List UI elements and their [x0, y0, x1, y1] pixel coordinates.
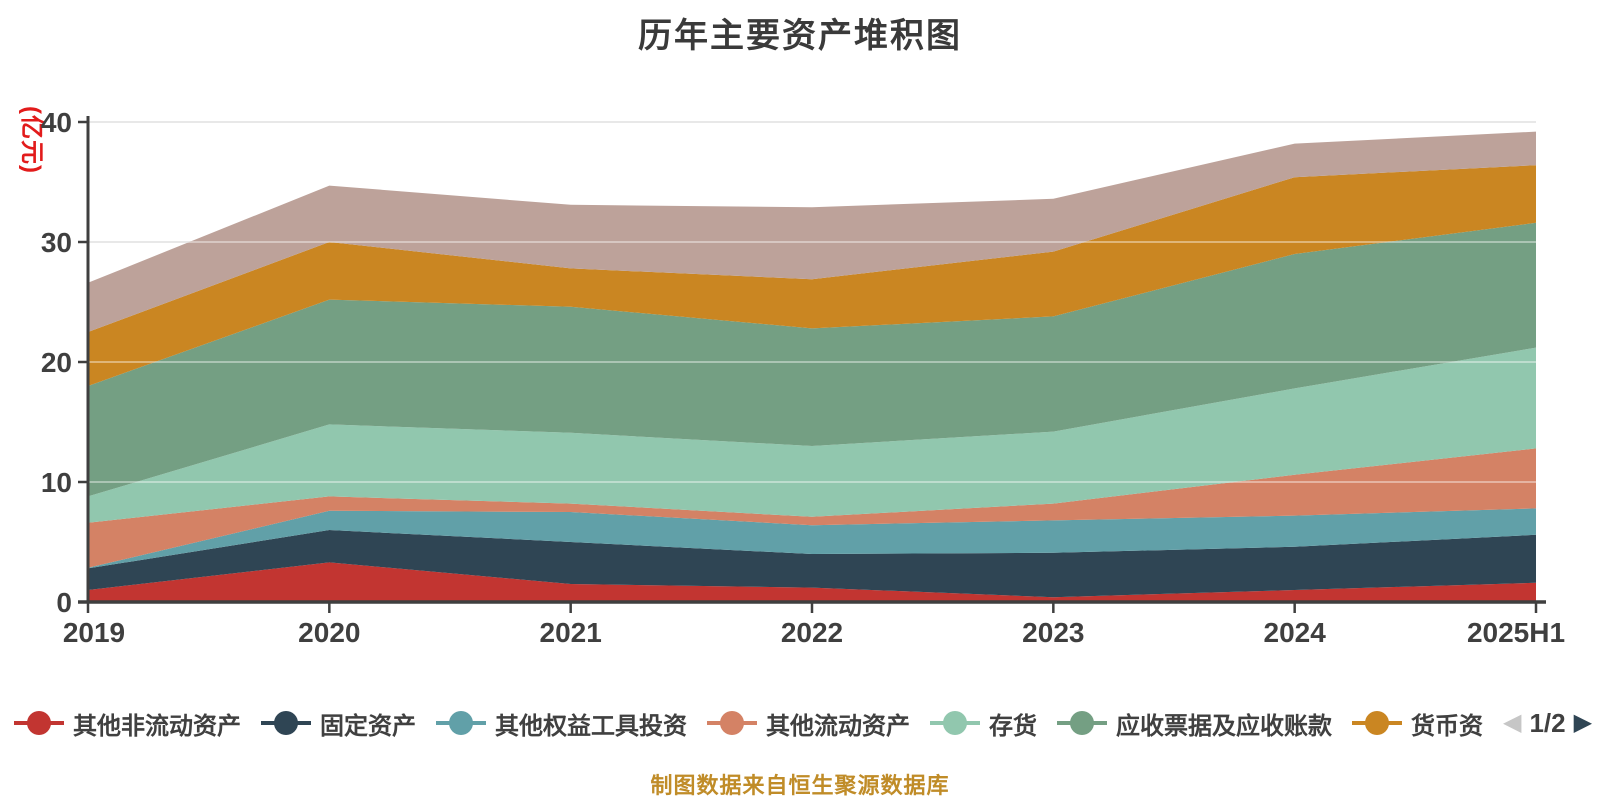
y-axis-tick-label: 30 — [41, 227, 72, 258]
x-axis-tick-label: 2023 — [1022, 617, 1084, 648]
legend-item-6[interactable]: 货币资 — [1352, 706, 1483, 741]
legend-page-indicator: 1/2 — [1529, 707, 1566, 738]
y-axis-tick-label: 0 — [56, 587, 72, 618]
x-axis-tick-label: 2019 — [63, 617, 125, 648]
x-axis-tick-label: 2022 — [781, 617, 843, 648]
x-axis-tick-label: 2025H1 — [1467, 617, 1565, 648]
chart-legend: 其他非流动资产 固定资产 其他权益工具投资 其他流动资产 存货 应收票据及应收账款 货币资 … — [14, 700, 1592, 746]
legend-next-page-icon[interactable]: ▶ — [1573, 709, 1593, 736]
area-series-4[interactable] — [88, 347, 1536, 523]
legend-item-3[interactable]: 其他流动资产 — [707, 706, 910, 741]
legend-line-dot-icon — [1057, 710, 1107, 736]
legend-item-label: 存货 — [989, 712, 1037, 740]
area-series-7[interactable] — [88, 131, 1536, 332]
data-source-note: 制图数据来自恒生聚源数据库 — [650, 773, 950, 798]
area-series-6[interactable] — [88, 165, 1536, 386]
legend-item-1[interactable]: 固定资产 — [261, 706, 416, 741]
y-axis-tick-label: 40 — [41, 107, 72, 138]
legend-item-0[interactable]: 其他非流动资产 — [14, 706, 241, 741]
legend-item-label: 其他流动资产 — [766, 712, 910, 740]
legend-item-label: 固定资产 — [320, 712, 416, 740]
x-axis-tick-label: 2020 — [298, 617, 360, 648]
legend-line-dot-icon — [436, 710, 486, 736]
legend-line-dot-icon — [261, 710, 311, 736]
x-axis-tick-label: 2024 — [1264, 617, 1327, 648]
y-axis-tick-label: 10 — [41, 467, 72, 498]
area-series-3[interactable] — [88, 448, 1536, 568]
legend-prev-page-icon[interactable]: ◀ — [1503, 709, 1522, 736]
legend-item-label: 其他权益工具投资 — [495, 712, 687, 740]
legend-item-4[interactable]: 存货 — [930, 706, 1037, 741]
legend-line-dot-icon — [1352, 710, 1402, 736]
area-series-5[interactable] — [88, 222, 1536, 497]
legend-item-label: 货币资 — [1411, 712, 1483, 740]
chart-title: 历年主要资产堆积图 — [638, 17, 962, 55]
legend-item-5[interactable]: 应收票据及应收账款 — [1057, 706, 1332, 741]
legend-item-label: 其他非流动资产 — [73, 712, 241, 740]
y-axis-tick-label: 20 — [41, 347, 72, 378]
area-series-0[interactable] — [88, 562, 1536, 602]
x-axis-tick-label: 2021 — [540, 617, 602, 648]
area-series-2[interactable] — [88, 508, 1536, 569]
area-series-1[interactable] — [88, 530, 1536, 598]
legend-item-label: 应收票据及应收账款 — [1116, 712, 1332, 740]
legend-item-2[interactable]: 其他权益工具投资 — [436, 706, 687, 741]
legend-line-dot-icon — [707, 710, 757, 736]
legend-line-dot-icon — [930, 710, 980, 736]
legend-line-dot-icon — [14, 710, 64, 736]
legend-pagination: ◀ 1/2 ▶ — [1503, 708, 1592, 739]
